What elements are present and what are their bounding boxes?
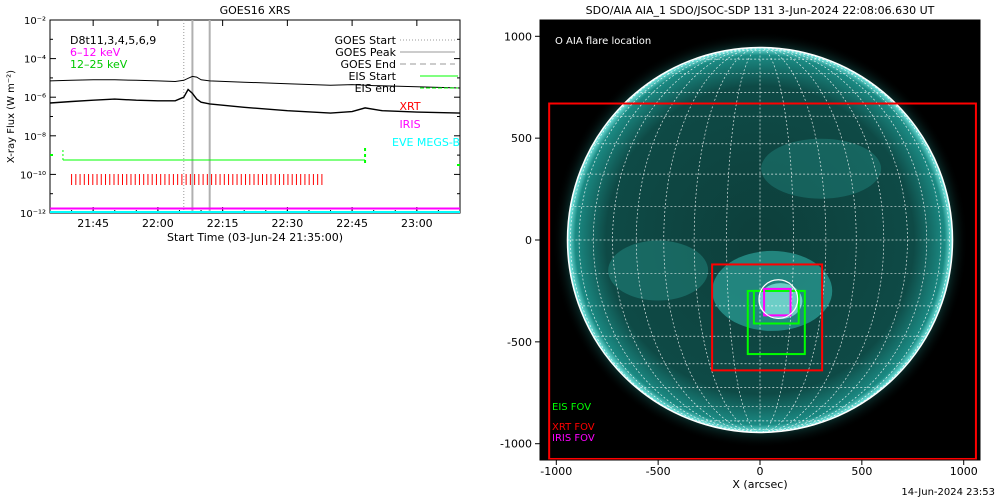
fov-label: IRIS FOV bbox=[552, 433, 595, 444]
y-tick-label: 10⁻¹⁰ bbox=[20, 170, 46, 181]
longitude-line bbox=[578, 47, 761, 433]
legend-instrument-label: IRIS bbox=[399, 118, 420, 131]
active-region-glow bbox=[761, 138, 882, 199]
aia-y-tick-label: -500 bbox=[507, 336, 532, 349]
aia-x-tick-label: 0 bbox=[757, 465, 764, 478]
legend-channel-label: 12–25 keV bbox=[70, 58, 128, 71]
aia-x-axis-label: X (arcsec) bbox=[732, 478, 787, 491]
x-tick-label: 22:30 bbox=[272, 217, 304, 230]
footer-date: 14-Jun-2024 23:53 bbox=[901, 487, 995, 498]
y-tick-label: 10⁻⁶ bbox=[24, 93, 46, 104]
aia-title: SDO/AIA AIA_1 SDO/JSOC-SDP 131 3-Jun-202… bbox=[586, 4, 935, 17]
solar-limb bbox=[566, 46, 954, 434]
legend-instrument-label: GOES Peak bbox=[335, 46, 396, 59]
aia-x-tick-label: -1000 bbox=[540, 465, 572, 478]
legend-channel-label: 6–12 keV bbox=[70, 46, 121, 59]
legend-instrument-label: XRT bbox=[399, 100, 420, 113]
legend-instrument-label: EIS end bbox=[355, 82, 396, 95]
y-axis-label: X-ray Flux (W m⁻²) bbox=[6, 70, 17, 163]
legend-instrument-label: GOES Start bbox=[335, 34, 397, 47]
legend-instrument-label: GOES End bbox=[340, 58, 396, 71]
fov-label: XRT FOV bbox=[552, 422, 595, 433]
xrt-outer-fov-box bbox=[548, 102, 977, 460]
flux-series-line bbox=[49, 88, 461, 114]
x-tick-label: 22:00 bbox=[142, 217, 174, 230]
aia-y-tick-label: 1000 bbox=[504, 30, 532, 43]
legend-instrument-label: EIS Start bbox=[348, 70, 396, 83]
x-tick-label: 22:45 bbox=[336, 217, 368, 230]
xrt-fov-box bbox=[711, 263, 824, 372]
x-axis-label: Start Time (03-Jun-24 21:35:00) bbox=[167, 231, 343, 244]
longitude-line bbox=[759, 47, 942, 433]
longitude-line bbox=[759, 47, 927, 433]
aia-y-tick-label: -1000 bbox=[500, 438, 532, 451]
goes-title: GOES16 XRS bbox=[220, 4, 291, 17]
aia-x-tick-label: -500 bbox=[646, 465, 671, 478]
longitude-line bbox=[612, 47, 761, 433]
longitude-line bbox=[759, 47, 857, 433]
longitude-line bbox=[593, 47, 761, 433]
aia-y-tick-label: 500 bbox=[511, 132, 532, 145]
x-tick-label: 22:15 bbox=[207, 217, 239, 230]
longitude-line bbox=[726, 47, 761, 433]
fov-label: EIS FOV bbox=[552, 402, 591, 413]
flux-series-line bbox=[49, 75, 461, 89]
goes-plot: 10⁻¹² 10⁻¹⁰ 10⁻⁸ 10⁻⁶ 10⁻⁴ 10⁻² 21:45 22:00 22:1… bbox=[6, 16, 461, 244]
aia-flare-location-circle bbox=[758, 279, 799, 320]
longitude-line bbox=[663, 47, 761, 433]
aia-x-tick-label: 500 bbox=[851, 465, 872, 478]
eis-fov-box bbox=[752, 289, 800, 325]
x-tick-label: 23:00 bbox=[401, 217, 433, 230]
aia-x-tick-label: 1000 bbox=[950, 465, 978, 478]
active-region-glow bbox=[608, 240, 709, 301]
x-tick-label: 21:45 bbox=[77, 217, 109, 230]
y-tick-label: 10⁻² bbox=[24, 16, 46, 27]
aia-flare-legend: O AIA flare location bbox=[555, 36, 651, 47]
y-tick-label: 10⁻⁴ bbox=[24, 55, 46, 66]
aia-y-tick-label: 0 bbox=[525, 234, 532, 247]
legend-instrument-label: EVE MEGS-B bbox=[392, 136, 460, 149]
legend-channel-label: D8t11,3,4,5,6,9 bbox=[70, 34, 156, 47]
aia-plot: SDO/AIA AIA_1 SDO/JSOC-SDP 131 3-Jun-202… bbox=[500, 4, 981, 491]
longitude-line bbox=[759, 47, 908, 433]
longitude-line bbox=[759, 47, 794, 433]
y-tick-label: 10⁻⁸ bbox=[24, 132, 46, 143]
iris-fov-box bbox=[763, 287, 792, 317]
y-tick-label: 10⁻¹² bbox=[20, 209, 46, 220]
